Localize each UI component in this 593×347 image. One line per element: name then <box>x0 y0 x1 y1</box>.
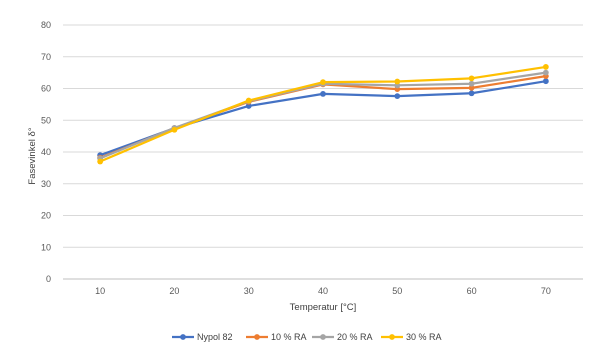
series-4 <box>97 64 549 165</box>
data-point-s1-x50 <box>394 93 401 100</box>
x-tick-label-70: 70 <box>541 286 551 296</box>
data-point-s1-x70 <box>542 78 549 85</box>
data-point-s3-x70 <box>542 69 549 76</box>
x-tick-labels: 10 20 30 40 50 60 70 <box>95 286 551 296</box>
data-point-s4-x70 <box>542 64 549 70</box>
y-tick-label-20: 20 <box>41 211 51 221</box>
legend-swatch-marker <box>180 334 186 340</box>
x-tick-label-40: 40 <box>318 286 328 296</box>
data-point-s4-x20 <box>171 126 178 133</box>
y-tick-label-40: 40 <box>41 147 51 157</box>
legend-item-4: 30 % RA <box>381 332 442 342</box>
data-point-s4-x10 <box>97 158 104 165</box>
data-point-s4-x40 <box>320 79 326 86</box>
data-point-s4-x50 <box>394 78 401 85</box>
gridlines <box>63 24 583 280</box>
y-tick-label-80: 80 <box>41 20 51 30</box>
data-point-s2-x60 <box>468 84 475 91</box>
y-tick-label-10: 10 <box>41 242 51 252</box>
series-lines <box>97 64 549 165</box>
series-1 <box>97 78 549 159</box>
data-point-s4-x30 <box>245 97 252 104</box>
legend-label-1: Nypol 82 <box>197 332 233 342</box>
x-tick-label-60: 60 <box>467 286 477 296</box>
legend: Nypol 82 10 % RA 20 % RA 30 % RA <box>172 332 442 342</box>
y-tick-labels: 0 10 20 30 40 50 60 70 80 <box>41 20 51 284</box>
x-tick-label-30: 30 <box>244 286 254 296</box>
data-point-s1-x30 <box>245 103 252 109</box>
legend-item-2: 10 % RA <box>246 332 307 342</box>
y-tick-label-50: 50 <box>41 115 51 125</box>
x-tick-label-20: 20 <box>169 286 179 296</box>
data-point-s1-x60 <box>468 90 475 97</box>
data-point-s4-x60 <box>468 75 475 82</box>
legend-swatch-marker <box>389 334 395 340</box>
legend-item-1: Nypol 82 <box>172 332 233 342</box>
data-point-s1-x40 <box>320 90 326 97</box>
legend-swatch-marker <box>320 334 326 340</box>
x-axis-title: Temperatur [°C] <box>290 302 357 313</box>
y-axis-title: Fasevinkel δ° <box>27 127 38 184</box>
legend-label-4: 30 % RA <box>406 332 442 342</box>
legend-label-2: 10 % RA <box>271 332 307 342</box>
x-tick-label-50: 50 <box>392 286 402 296</box>
legend-label-3: 20 % RA <box>337 332 373 342</box>
y-tick-label-30: 30 <box>41 179 51 189</box>
x-tick-label-10: 10 <box>95 286 105 296</box>
y-tick-label-0: 0 <box>46 274 51 284</box>
y-tick-label-60: 60 <box>41 84 51 94</box>
y-tick-label-70: 70 <box>41 52 51 62</box>
legend-swatch-marker <box>254 334 260 340</box>
legend-item-3: 20 % RA <box>312 332 373 342</box>
data-point-s3-x60 <box>468 80 475 87</box>
